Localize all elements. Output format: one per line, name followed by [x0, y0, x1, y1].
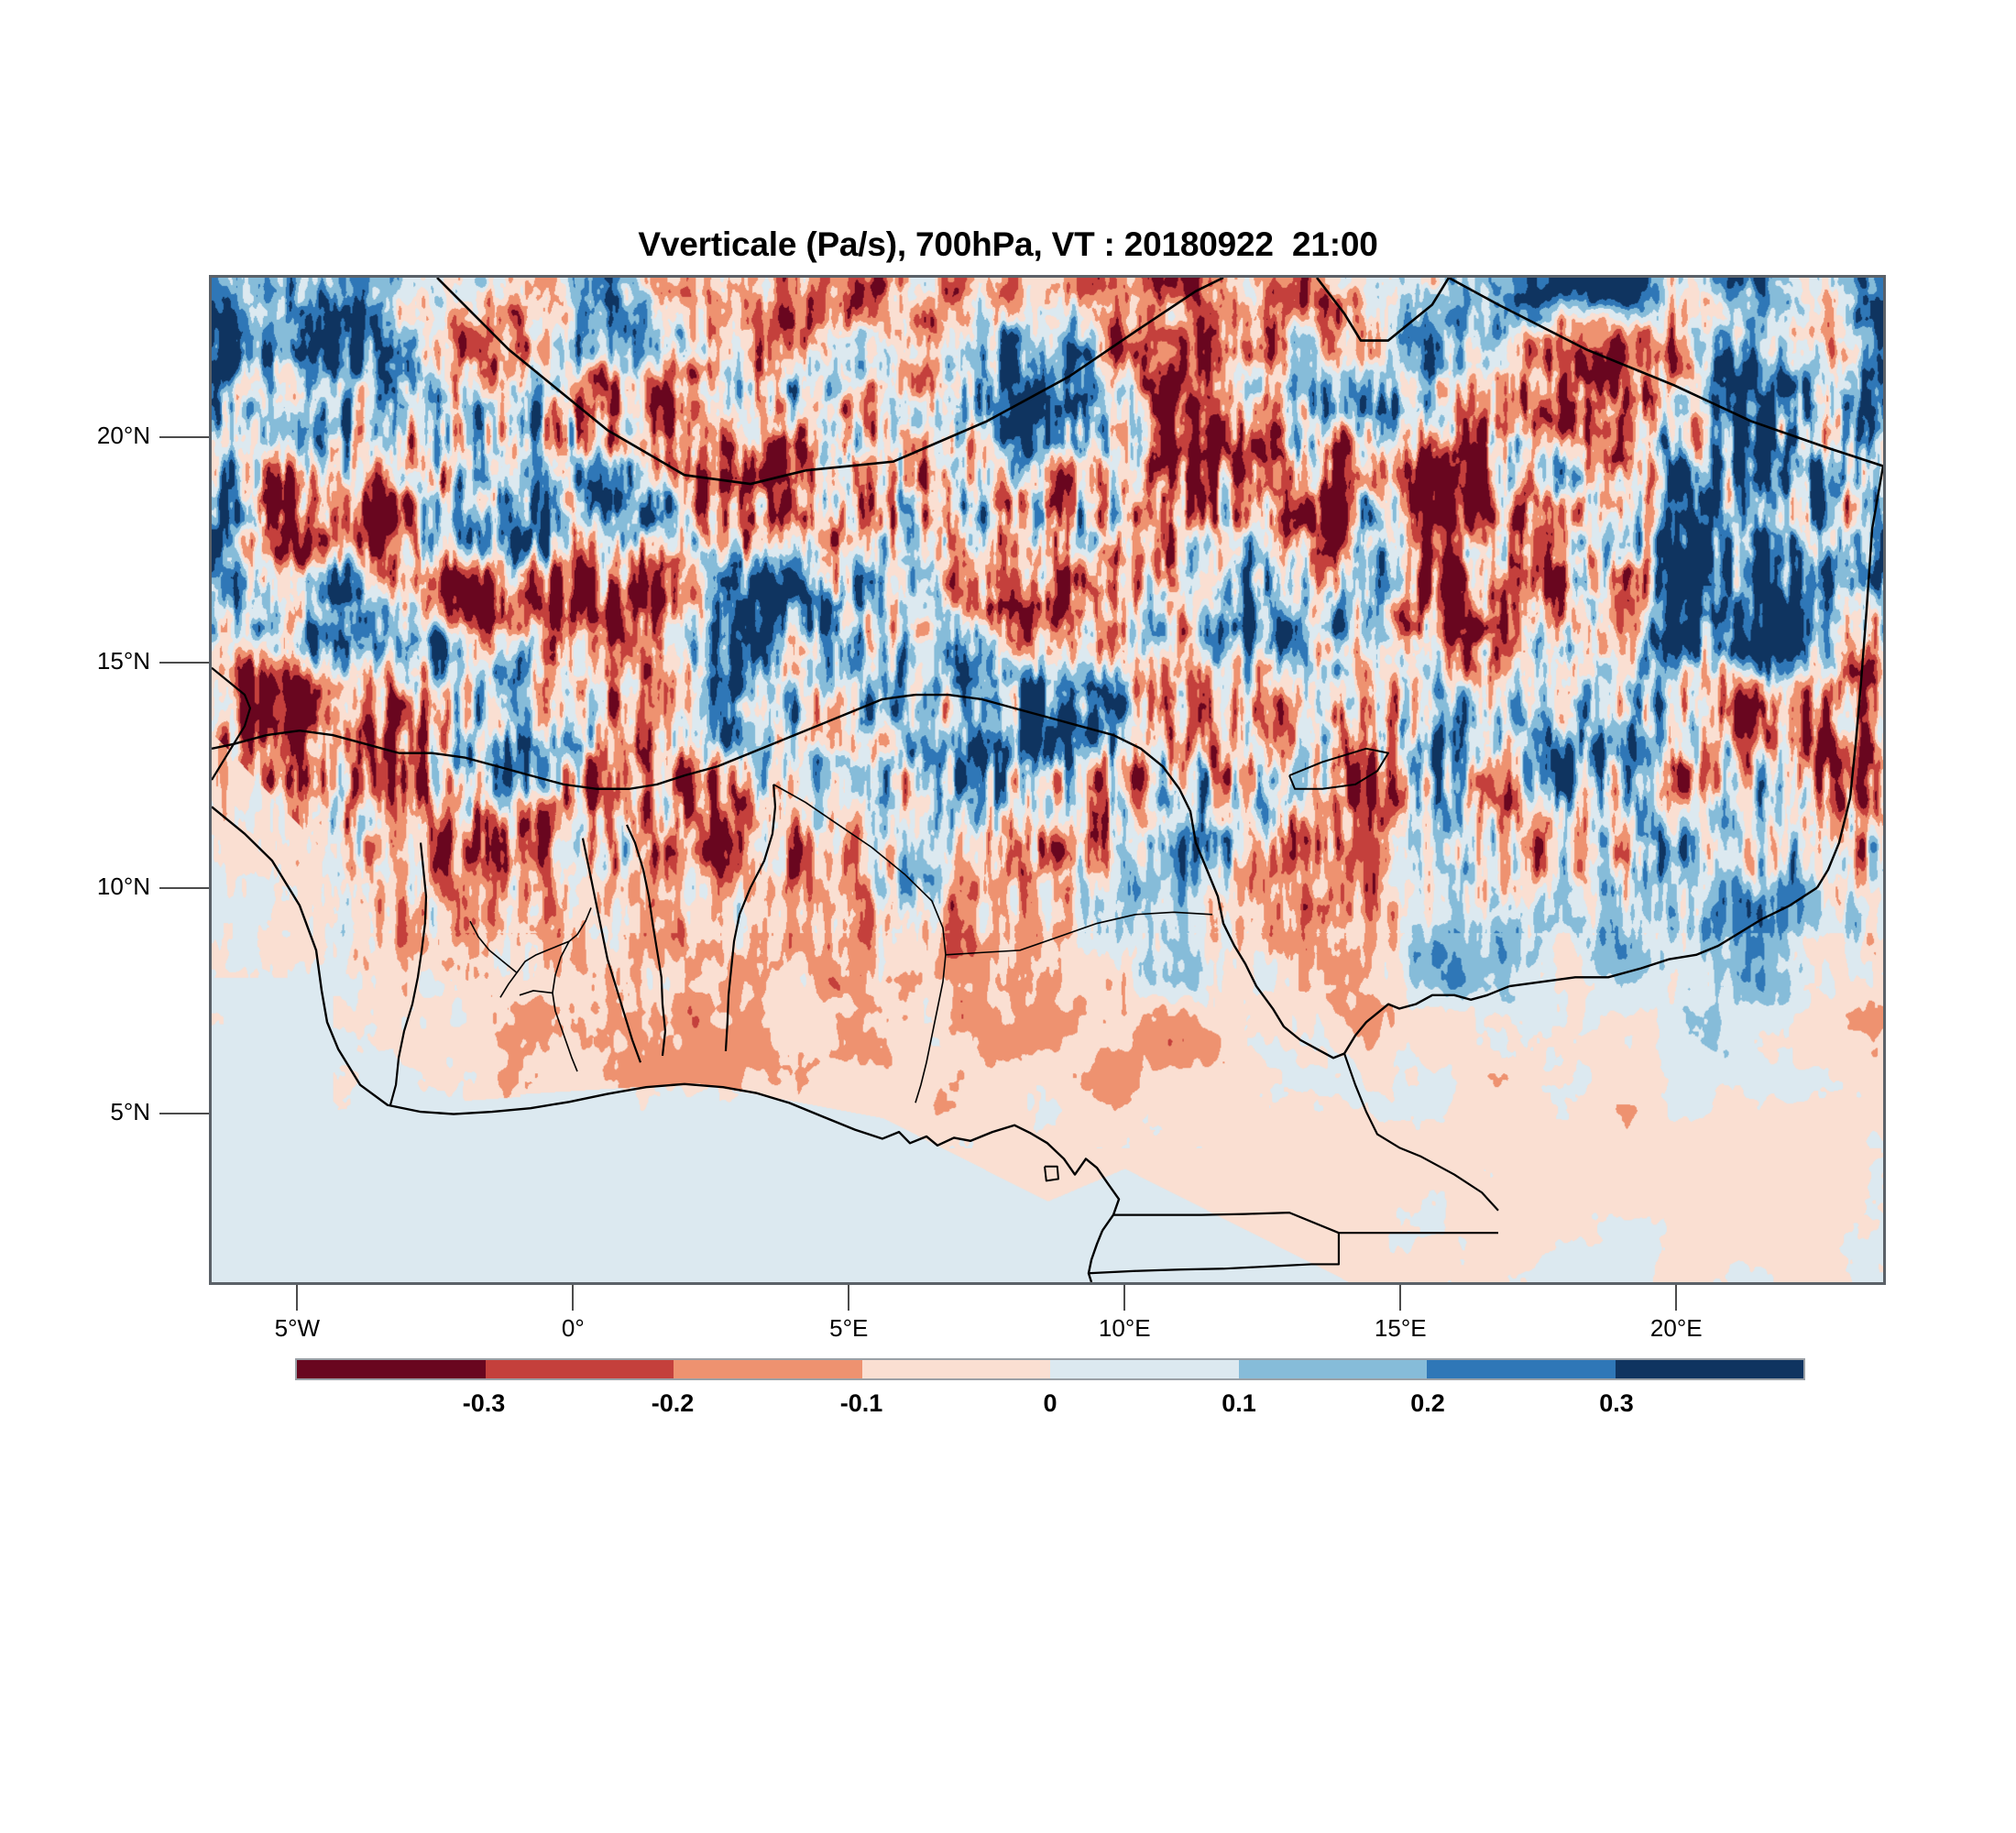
colorbar-tick-label: -0.2 [651, 1389, 695, 1417]
longitude-tick-mark [1123, 1285, 1126, 1311]
longitude-tick-mark [572, 1285, 575, 1311]
colorbar-band-0 [297, 1360, 486, 1378]
vertical-velocity-field [212, 278, 1883, 1282]
colorbar-tick-label: -0.3 [462, 1389, 506, 1417]
colorbar-tick-label: 0.2 [1410, 1389, 1445, 1417]
longitude-tick-label: 10°E [1098, 1314, 1151, 1342]
latitude-tick-label: 5°N [110, 1098, 150, 1126]
longitude-tick-mark [848, 1285, 850, 1311]
colorbar-tick-label: -0.1 [839, 1389, 883, 1417]
latitude-tick-label: 15°N [96, 647, 150, 675]
longitude-tick-label: 0° [561, 1314, 585, 1342]
colorbar-band-7 [1615, 1360, 1803, 1378]
colorbar[interactable] [295, 1358, 1805, 1380]
latitude-tick-mark [159, 1113, 209, 1115]
latitude-tick-mark [159, 436, 209, 439]
colorbar-tick-label: 0.1 [1222, 1389, 1256, 1417]
page-title: Vverticale (Pa/s), 700hPa, VT : 20180922… [638, 225, 1378, 263]
longitude-tick-label: 15°E [1374, 1314, 1427, 1342]
latitude-tick-mark [159, 887, 209, 890]
colorbar-band-6 [1427, 1360, 1616, 1378]
latitude-tick-label: 20°N [96, 422, 150, 450]
colorbar-band-1 [485, 1360, 674, 1378]
colorbar-tick-label: 0 [1043, 1389, 1057, 1417]
colorbar-band-2 [674, 1360, 862, 1378]
map-plot-area[interactable] [209, 275, 1886, 1285]
colorbar-band-4 [1050, 1360, 1239, 1378]
longitude-tick-label: 5°W [274, 1314, 321, 1342]
colorbar-tick-label: 0.3 [1599, 1389, 1634, 1417]
longitude-tick-label: 20°E [1649, 1314, 1703, 1342]
latitude-tick-mark [159, 662, 209, 664]
longitude-tick-label: 5°E [829, 1314, 869, 1342]
colorbar-band-3 [861, 1360, 1050, 1378]
longitude-tick-mark [1399, 1285, 1402, 1311]
longitude-tick-mark [296, 1285, 299, 1311]
colorbar-band-5 [1238, 1360, 1427, 1378]
longitude-tick-mark [1675, 1285, 1678, 1311]
latitude-tick-label: 10°N [96, 873, 150, 901]
